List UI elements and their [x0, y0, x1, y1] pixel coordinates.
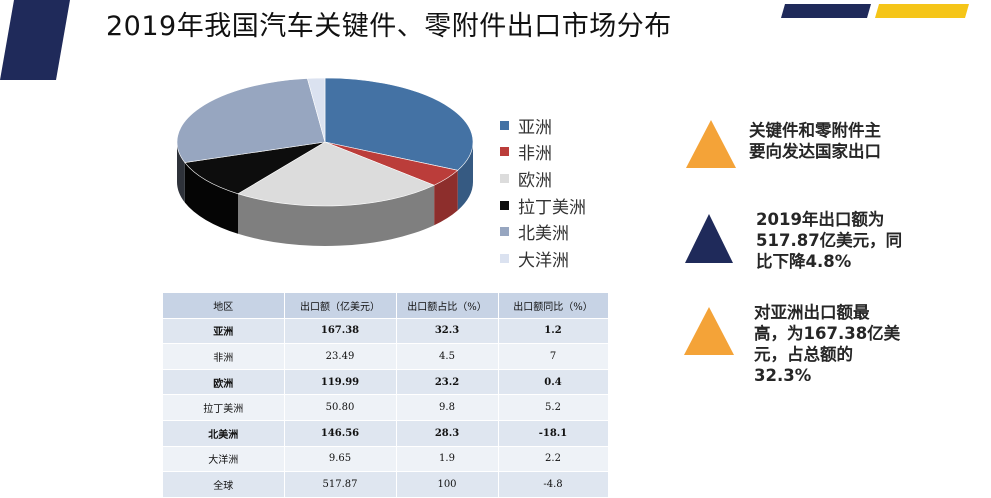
table-cell-yoy: 5.2 [498, 394, 609, 421]
pie-side-北美洲 [177, 142, 185, 203]
legend-swatch [500, 200, 509, 210]
column-header-yoy: 出口额同比（%） [498, 293, 609, 319]
pie-side-欧洲 [238, 185, 435, 246]
pie-chart [176, 77, 474, 246]
table-cell-export: 119.99 [284, 369, 397, 396]
pie-side-非洲 [434, 170, 458, 226]
table-cell-export: 23.49 [284, 343, 397, 370]
chart-legend: 亚洲非洲欧洲拉丁美洲北美洲大洋洲 [500, 112, 586, 272]
legend-label: 大洋洲 [518, 250, 569, 271]
table-cell-share: 9.8 [396, 394, 499, 421]
pie-side-拉丁美洲 [184, 162, 239, 234]
pie-slice-北美洲 [176, 78, 326, 163]
legend-swatch [500, 173, 509, 183]
table-cell-export: 9.65 [284, 446, 397, 473]
bullet-line: 2019年出口额为 [756, 210, 885, 229]
bullet-line: 关键件和零附件主 [749, 121, 881, 140]
table-cell-region: 大洋洲 [163, 446, 285, 473]
table-header-row: 地区 出口额（亿美元） 出口额占比（%） 出口额同比（%） [163, 293, 609, 319]
column-header-region: 地区 [163, 293, 285, 319]
table-cell-share: 100 [396, 471, 499, 498]
table-row: 欧洲 119.99 23.2 0.4 [163, 369, 609, 396]
table-cell-share: 28.3 [396, 420, 499, 447]
table-cell-yoy: 1.2 [498, 318, 609, 345]
bullet-text-3: 对亚洲出口额最 高，为167.38亿美 元，占总额的 32.3% [754, 302, 900, 386]
table-cell-export: 146.56 [284, 420, 397, 447]
legend-label: 欧洲 [518, 170, 552, 191]
bullet-text-2: 2019年出口额为 517.87亿美元，同 比下降4.8% [756, 209, 902, 272]
bullet-line: 32.3% [754, 366, 812, 385]
legend-label: 北美洲 [518, 224, 569, 245]
table-cell-yoy: 7 [498, 343, 609, 370]
legend-swatch [500, 253, 509, 263]
table-cell-region: 欧洲 [163, 369, 285, 396]
table-cell-export: 517.87 [284, 471, 397, 498]
legend-item: 非洲 [500, 139, 586, 166]
table-cell-yoy: 2.2 [498, 446, 609, 473]
legend-label: 亚洲 [518, 117, 552, 138]
bullet-text-1: 关键件和零附件主 要向发达国家出口 [749, 120, 881, 162]
table-cell-region: 亚洲 [163, 318, 285, 345]
pie-sides [177, 142, 473, 246]
table-cell-export: 167.38 [284, 318, 397, 345]
table-cell-yoy: 0.4 [498, 369, 609, 396]
table-row: 大洋洲 9.65 1.9 2.2 [163, 446, 609, 473]
pie-slice-大洋洲 [306, 77, 326, 143]
legend-item: 亚洲 [500, 112, 586, 139]
bullet-line: 高，为167.38亿美 [754, 324, 901, 343]
legend-swatch [500, 227, 509, 237]
table-cell-region: 拉丁美洲 [163, 394, 285, 421]
table-cell-export: 50.80 [284, 394, 397, 421]
table-cell-yoy: -18.1 [498, 420, 609, 447]
triangle-icon [686, 120, 736, 168]
table-cell-share: 23.2 [396, 369, 499, 396]
bullet-line: 517.87亿美元，同 [756, 231, 903, 250]
pie-side-亚洲 [457, 142, 473, 211]
legend-swatch [500, 120, 509, 130]
legend-swatch [500, 147, 509, 157]
table-cell-share: 32.3 [396, 318, 499, 345]
column-header-share: 出口额占比（%） [396, 293, 499, 319]
left-accent-bar [0, 0, 70, 80]
table-cell-region: 全球 [163, 471, 285, 498]
legend-item: 拉丁美洲 [500, 192, 586, 219]
legend-label: 非洲 [518, 144, 552, 165]
triangle-icon [685, 214, 733, 263]
table-cell-share: 1.9 [396, 446, 499, 473]
table-cell-share: 4.5 [396, 343, 499, 370]
table-row: 拉丁美洲 50.80 9.8 5.2 [163, 394, 609, 421]
table-row: 北美洲 146.56 28.3 -18.1 [163, 420, 609, 447]
legend-item: 北美洲 [500, 218, 586, 245]
top-right-accent-bars [781, 4, 969, 18]
column-header-export: 出口额（亿美元） [284, 293, 397, 319]
triangle-icon [684, 307, 734, 355]
table-row: 全球 517.87 100 -4.8 [163, 471, 609, 498]
pie-slice-欧洲 [237, 141, 435, 207]
pie-slice-亚洲 [324, 77, 474, 171]
legend-item: 大洋洲 [500, 245, 586, 272]
page-title: 2019年我国汽车关键件、零附件出口市场分布 [106, 11, 672, 42]
bullet-line: 对亚洲出口额最 [754, 303, 870, 322]
bullet-line: 元，占总额的 [754, 345, 853, 364]
pie-slice-拉丁美洲 [184, 141, 326, 195]
table-cell-region: 非洲 [163, 343, 285, 370]
table-row: 非洲 23.49 4.5 7 [163, 343, 609, 370]
table-row: 亚洲 167.38 32.3 1.2 [163, 318, 609, 345]
export-data-table: 地区 出口额（亿美元） 出口额占比（%） 出口额同比（%） 亚洲 167.38 32… [163, 293, 609, 498]
legend-label: 拉丁美洲 [518, 197, 586, 218]
bullet-line: 要向发达国家出口 [749, 142, 881, 161]
table-cell-yoy: -4.8 [498, 471, 609, 498]
pie-top [176, 77, 474, 207]
legend-item: 欧洲 [500, 165, 586, 192]
bullet-line: 比下降4.8% [756, 252, 852, 271]
table-cell-region: 北美洲 [163, 420, 285, 447]
